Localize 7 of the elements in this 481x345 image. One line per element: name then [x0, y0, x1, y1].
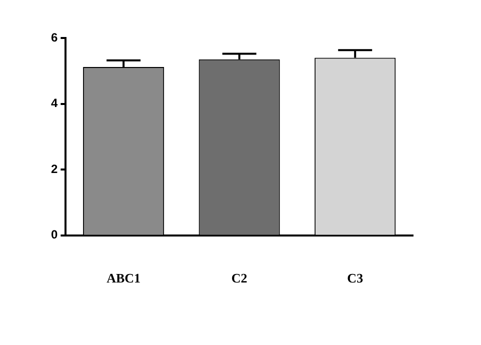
x-tick-label: ABC1	[106, 270, 141, 286]
x-tick-label: C2	[231, 270, 248, 286]
x-tick-label: C3	[347, 270, 364, 286]
y-tick-label: 0	[50, 228, 58, 242]
y-tick-label: 4	[50, 96, 58, 110]
y-tick-label: 6	[50, 30, 58, 44]
y-tick-label: 2	[50, 162, 58, 176]
